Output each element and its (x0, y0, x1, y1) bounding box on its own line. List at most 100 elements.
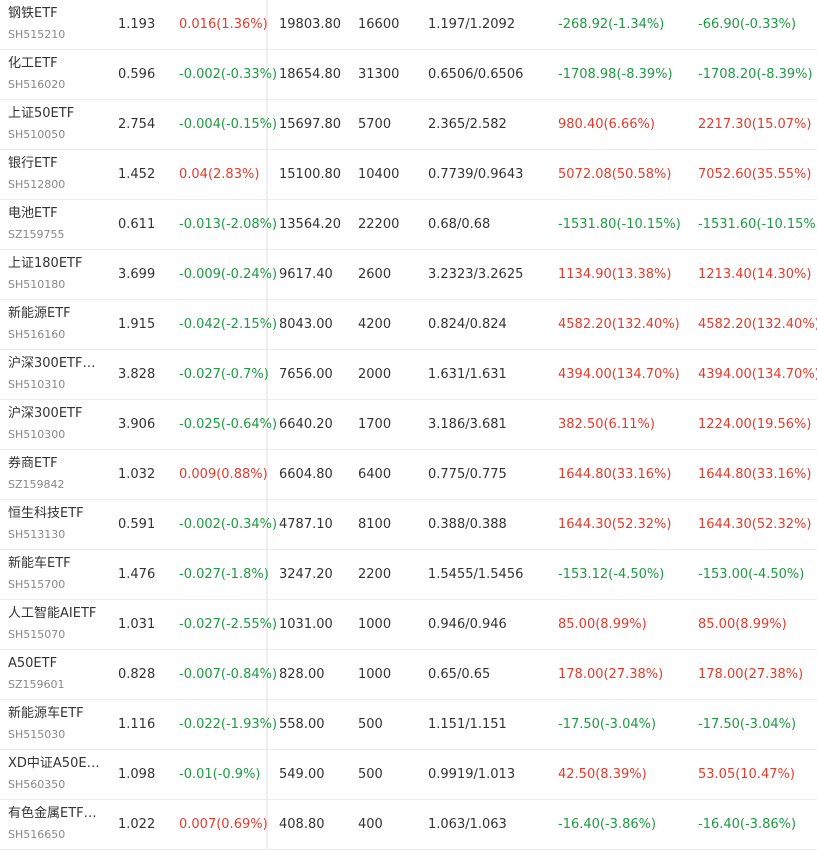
profit-loss-b: 178.00(27.38%) (698, 667, 804, 682)
price-change: -0.01(-0.9%) (179, 767, 261, 782)
cost-price: 3.2323/3.2625 (428, 267, 524, 282)
fund-name[interactable]: 有色金属ETF… (8, 806, 97, 821)
current-price: 0.596 (118, 67, 156, 82)
fund-name[interactable]: 新能源ETF (8, 306, 71, 321)
current-price: 1.116 (118, 717, 156, 732)
fund-cell[interactable]: 银行ETF SH512800 (8, 150, 104, 199)
current-price: 1.098 (118, 767, 156, 782)
profit-loss-b: -1708.20(-8.39%) (698, 67, 813, 82)
table-row[interactable]: 沪深300ETF… SH510310 3.828 -0.027(-0.7%) 7… (0, 350, 817, 400)
table-row[interactable]: A50ETF SZ159601 0.828 -0.007(-0.84%) 828… (0, 650, 817, 700)
table-row[interactable]: 有色金属ETF… SH516650 1.022 0.007(0.69%) 408… (0, 800, 817, 850)
profit-loss-a: -16.40(-3.86%) (558, 817, 657, 832)
cost-price: 0.9919/1.013 (428, 767, 516, 782)
current-price: 1.022 (118, 817, 156, 832)
fund-name[interactable]: A50ETF (8, 656, 58, 671)
market-value: 13564.20 (279, 217, 342, 232)
fund-name[interactable]: 恒生科技ETF (8, 506, 84, 521)
table-row[interactable]: 新能源ETF SH516160 1.915 -0.042(-2.15%) 804… (0, 300, 817, 350)
cost-price: 0.68/0.68 (428, 217, 491, 232)
table-row[interactable]: XD中证A50E… SH560350 1.098 -0.01(-0.9%) 54… (0, 750, 817, 800)
fund-code: SZ159755 (8, 228, 65, 241)
fund-cell[interactable]: A50ETF SZ159601 (8, 650, 104, 699)
fund-cell[interactable]: 券商ETF SZ159842 (8, 450, 104, 499)
cost-price: 1.631/1.631 (428, 367, 507, 382)
fund-cell[interactable]: 有色金属ETF… SH516650 (8, 800, 104, 849)
fund-code: SH516020 (8, 78, 66, 91)
fund-name[interactable]: 人工智能AIETF (8, 606, 97, 621)
holding-quantity: 2600 (358, 267, 392, 282)
fund-name[interactable]: 新能车ETF (8, 556, 71, 571)
price-change: -0.022(-1.93%) (179, 717, 278, 732)
fund-cell[interactable]: XD中证A50E… SH560350 (8, 750, 104, 799)
profit-loss-a: 1134.90(13.38%) (558, 267, 672, 282)
table-row[interactable]: 化工ETF SH516020 0.596 -0.002(-0.33%) 1865… (0, 50, 817, 100)
fund-code: SH510180 (8, 278, 66, 291)
fund-name[interactable]: 电池ETF (8, 206, 58, 221)
table-row[interactable]: 人工智能AIETF SH515070 1.031 -0.027(-2.55%) … (0, 600, 817, 650)
fund-name[interactable]: 上证50ETF (8, 106, 75, 121)
fund-name[interactable]: 钢铁ETF (8, 6, 58, 21)
fund-name[interactable]: 券商ETF (8, 456, 58, 471)
fund-cell[interactable]: 钢铁ETF SH515210 (8, 0, 104, 49)
table-row[interactable]: 新能源车ETF SH515030 1.116 -0.022(-1.93%) 55… (0, 700, 817, 750)
price-change: -0.042(-2.15%) (179, 317, 278, 332)
fund-cell[interactable]: 新能源车ETF SH515030 (8, 700, 104, 749)
profit-loss-a: 42.50(8.39%) (558, 767, 647, 782)
fund-code: SZ159842 (8, 478, 65, 491)
table-row[interactable]: 新能车ETF SH515700 1.476 -0.027(-1.8%) 3247… (0, 550, 817, 600)
table-row[interactable]: 银行ETF SH512800 1.452 0.04(2.83%) 15100.8… (0, 150, 817, 200)
table-row[interactable]: 上证50ETF SH510050 2.754 -0.004(-0.15%) 15… (0, 100, 817, 150)
holding-quantity: 1700 (358, 417, 392, 432)
market-value: 1031.00 (279, 617, 333, 632)
fund-cell[interactable]: 新能源ETF SH516160 (8, 300, 104, 349)
table-row[interactable]: 电池ETF SZ159755 0.611 -0.013(-2.08%) 1356… (0, 200, 817, 250)
holding-quantity: 16600 (358, 17, 400, 32)
table-row[interactable]: 沪深300ETF SH510300 3.906 -0.025(-0.64%) 6… (0, 400, 817, 450)
market-value: 4787.10 (279, 517, 333, 532)
fund-name[interactable]: 化工ETF (8, 56, 58, 71)
price-change: -0.027(-2.55%) (179, 617, 278, 632)
fund-name[interactable]: 新能源车ETF (8, 706, 84, 721)
table-row[interactable]: 恒生科技ETF SH513130 0.591 -0.002(-0.34%) 47… (0, 500, 817, 550)
holding-quantity: 4200 (358, 317, 392, 332)
holding-quantity: 1000 (358, 667, 392, 682)
cost-price: 3.186/3.681 (428, 417, 507, 432)
holding-quantity: 2200 (358, 567, 392, 582)
price-change: -0.027(-1.8%) (179, 567, 269, 582)
cost-price: 0.65/0.65 (428, 667, 491, 682)
fund-cell[interactable]: 上证180ETF SH510180 (8, 250, 104, 299)
fund-name[interactable]: 银行ETF (8, 156, 58, 171)
profit-loss-b: -66.90(-0.33%) (698, 17, 797, 32)
fund-name[interactable]: 沪深300ETF (8, 406, 83, 421)
holding-quantity: 400 (358, 817, 383, 832)
holding-quantity: 500 (358, 717, 383, 732)
market-value: 15100.80 (279, 167, 342, 182)
profit-loss-a: 1644.80(33.16%) (558, 467, 672, 482)
fund-code: SH560350 (8, 778, 66, 791)
fund-cell[interactable]: 上证50ETF SH510050 (8, 100, 104, 149)
fund-cell[interactable]: 沪深300ETF… SH510310 (8, 350, 104, 399)
fund-cell[interactable]: 化工ETF SH516020 (8, 50, 104, 99)
holding-quantity: 8100 (358, 517, 392, 532)
fund-name[interactable]: 沪深300ETF… (8, 356, 96, 371)
fund-cell[interactable]: 恒生科技ETF SH513130 (8, 500, 104, 549)
fund-code: SZ159601 (8, 678, 65, 691)
fund-cell[interactable]: 人工智能AIETF SH515070 (8, 600, 104, 649)
fund-cell[interactable]: 新能车ETF SH515700 (8, 550, 104, 599)
table-row[interactable]: 上证180ETF SH510180 3.699 -0.009(-0.24%) 9… (0, 250, 817, 300)
fund-code: SH515700 (8, 578, 66, 591)
current-price: 1.476 (118, 567, 156, 582)
fund-cell[interactable]: 电池ETF SZ159755 (8, 200, 104, 249)
cost-price: 1.151/1.151 (428, 717, 507, 732)
current-price: 0.828 (118, 667, 156, 682)
fund-code: SH512800 (8, 178, 66, 191)
holding-quantity: 6400 (358, 467, 392, 482)
profit-loss-b: 1224.00(19.56%) (698, 417, 812, 432)
table-row[interactable]: 钢铁ETF SH515210 1.193 0.016(1.36%) 19803.… (0, 0, 817, 50)
fund-cell[interactable]: 沪深300ETF SH510300 (8, 400, 104, 449)
fund-name[interactable]: XD中证A50E… (8, 756, 100, 771)
table-row[interactable]: 券商ETF SZ159842 1.032 0.009(0.88%) 6604.8… (0, 450, 817, 500)
profit-loss-b: 1644.30(52.32%) (698, 517, 812, 532)
fund-name[interactable]: 上证180ETF (8, 256, 83, 271)
